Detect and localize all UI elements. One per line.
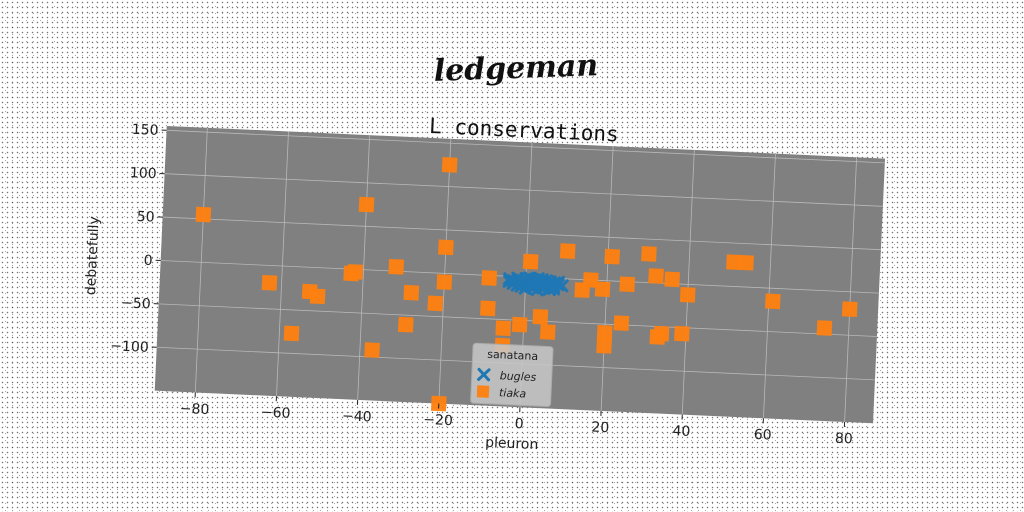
point-tiaka (301, 283, 318, 300)
x-grid-line (600, 146, 614, 411)
point-tiaka (532, 309, 549, 325)
point-tiaka (664, 271, 680, 288)
point-tiaka (596, 324, 613, 341)
x-axis-label: pleuron (485, 435, 539, 453)
y-tick-label: 150 (131, 122, 158, 139)
point-tiaka (726, 254, 742, 270)
point-tiaka (261, 274, 278, 291)
x-grid-line (357, 135, 371, 400)
x-grid-line (844, 157, 858, 423)
point-tiaka (738, 254, 754, 271)
grid (156, 127, 885, 423)
x-grid-line (763, 153, 776, 419)
point-tiaka (613, 315, 630, 331)
figure-suptitle: ledgeman (433, 48, 599, 89)
x-grid-line (194, 127, 208, 393)
point-tiaka (522, 253, 539, 270)
point-tiaka (481, 270, 498, 286)
x-tick-label: 60 (753, 427, 772, 444)
point-bugles (547, 282, 561, 296)
legend: sanatana bugles tiaka (470, 342, 554, 408)
point-tiaka (679, 287, 696, 303)
legend-marker-shape (476, 385, 490, 398)
point-tiaka (347, 264, 364, 280)
point-tiaka (480, 300, 496, 317)
y-grid-line (162, 216, 881, 251)
point-tiaka (596, 338, 612, 354)
point-tiaka (582, 272, 599, 288)
legend-label-bugles: bugles (499, 369, 536, 384)
x-tick-label: 40 (672, 423, 691, 440)
point-tiaka (388, 258, 405, 275)
point-bugles (531, 271, 545, 286)
y-tick-label: 100 (129, 165, 156, 182)
point-tiaka (764, 293, 781, 310)
x-tick-label: −60 (261, 405, 291, 422)
point-tiaka (841, 301, 858, 318)
point-tiaka (648, 268, 664, 284)
y-tick-label: −100 (110, 338, 149, 356)
y-grid-line (164, 173, 883, 207)
legend-box (470, 342, 554, 408)
x-grid-line (276, 131, 289, 397)
y-grid-line (166, 129, 885, 164)
point-tiaka (816, 320, 833, 336)
y-axis-label: debatefully (83, 216, 103, 296)
point-tiaka (594, 281, 611, 298)
x-tick-label: −20 (423, 412, 453, 429)
legend-marker-shape (477, 367, 491, 382)
x-grid-line (681, 149, 695, 415)
point-bugles (514, 273, 529, 288)
x-tick-label: −40 (342, 408, 372, 425)
point-tiaka (358, 196, 375, 213)
x-tick-label: 0 (514, 416, 524, 432)
point-tiaka (364, 342, 380, 358)
point-tiaka (495, 320, 512, 337)
point-bugles (555, 278, 569, 293)
point-tiaka (430, 395, 447, 412)
point-tiaka (559, 243, 576, 259)
point-tiaka (604, 248, 621, 265)
point-tiaka (195, 206, 212, 223)
point-tiaka (441, 157, 458, 173)
point-tiaka (653, 325, 670, 342)
legend-title: sanatana (487, 348, 538, 363)
legend-label-tiaka: tiaka (499, 386, 527, 400)
point-tiaka (283, 325, 300, 342)
y-axis-ticks: −100 −50 0 50 100 150 (110, 122, 167, 356)
x-grid-line (438, 138, 452, 404)
point-tiaka (619, 276, 636, 293)
point-tiaka (674, 325, 690, 342)
point-tiaka (438, 239, 454, 256)
x-tick-label: −80 (179, 401, 209, 418)
legend-marker-bugles (477, 367, 491, 382)
point-tiaka (427, 295, 444, 312)
point-tiaka (641, 246, 657, 262)
x-tick-label: 20 (591, 420, 610, 437)
x-tick-label: 80 (835, 431, 854, 448)
point-tiaka (436, 274, 453, 290)
data-layer (195, 157, 858, 412)
y-tick-label: 0 (143, 253, 153, 269)
point-bugles (543, 274, 557, 289)
legend-marker-tiaka (476, 385, 490, 398)
point-bugles (502, 274, 517, 289)
point-tiaka (403, 284, 420, 301)
point-tiaka (511, 316, 528, 333)
point-tiaka (539, 324, 556, 340)
point-tiaka (397, 316, 414, 333)
y-tick-label: 50 (136, 209, 155, 226)
x-axis-ticks: −80 −60 −40 −20 0 20 40 60 80 (179, 392, 854, 448)
y-tick-label: −50 (121, 295, 151, 312)
